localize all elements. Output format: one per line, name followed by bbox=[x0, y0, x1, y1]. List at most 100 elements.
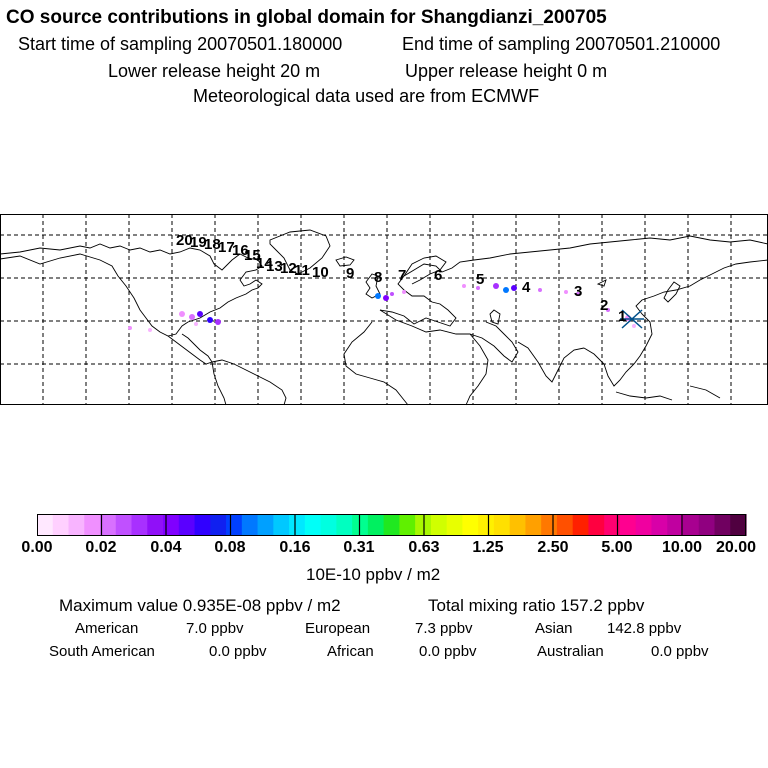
hotspot-as-3 bbox=[606, 308, 610, 312]
hotspot-na-2 bbox=[189, 314, 195, 320]
colorbar-cell bbox=[336, 514, 353, 536]
colorbar-cell bbox=[556, 514, 574, 536]
india-coast bbox=[517, 341, 585, 383]
traj-label-1: 1 bbox=[618, 308, 626, 325]
colorbar-cell bbox=[304, 514, 322, 536]
max-value-text: Maximum value 0.935E-08 ppbv / m2 bbox=[59, 596, 341, 615]
region-name-european: European bbox=[305, 620, 371, 637]
graticule bbox=[0, 214, 768, 405]
page-title: CO source contributions in global domain… bbox=[6, 7, 607, 28]
colorbar-cell bbox=[68, 514, 85, 536]
traj-label-20: 20 bbox=[176, 232, 193, 249]
hotspot-na-7 bbox=[128, 326, 132, 330]
traj-label-17: 17 bbox=[218, 239, 235, 256]
colorbar-cell bbox=[273, 514, 290, 536]
japan-coast bbox=[663, 281, 681, 303]
region-name-south-american: South American bbox=[49, 643, 155, 660]
colorbar-cell bbox=[147, 514, 164, 536]
med-coast bbox=[379, 309, 470, 335]
colorbar-cell bbox=[541, 514, 558, 536]
indonesia-coast bbox=[615, 385, 721, 401]
colorbar-cell bbox=[163, 514, 180, 536]
traj-label-14: 14 bbox=[256, 255, 273, 272]
colorbar-cell bbox=[131, 514, 148, 536]
traj-label-16: 16 bbox=[232, 242, 249, 259]
receptor-marker bbox=[620, 309, 644, 329]
colorbar-tick-11: 20.00 bbox=[715, 539, 757, 556]
trajectory-labels: 1 2 3 4 5 6 7 8 9 10 11 12 13 14 15 16 1… bbox=[176, 232, 626, 325]
start-time-text: Start time of sampling 20070501.180000 bbox=[18, 34, 343, 54]
colorbar-cell bbox=[478, 514, 495, 536]
traj-label-2: 2 bbox=[600, 297, 608, 314]
colorbar-cell bbox=[194, 514, 211, 536]
traj-label-19: 19 bbox=[190, 234, 207, 251]
colorbar-frame bbox=[37, 514, 746, 536]
colorbar-tick-5: 0.31 bbox=[343, 539, 375, 556]
hotspot-na-3 bbox=[197, 311, 203, 317]
hotspot-eu-3 bbox=[390, 292, 394, 296]
colorbar-cell bbox=[651, 514, 668, 536]
colorbar-cell bbox=[714, 514, 731, 536]
colorbar-cell bbox=[730, 514, 747, 536]
colorbar-cell bbox=[493, 514, 511, 536]
colorbar-tick-9: 5.00 bbox=[601, 539, 633, 556]
colorbar-cells bbox=[37, 514, 747, 536]
region-name-african: African bbox=[327, 643, 374, 660]
colorbar-cell bbox=[525, 514, 542, 536]
colorbar-cell bbox=[84, 514, 101, 536]
world-map: 1 2 3 4 5 6 7 8 9 10 11 12 13 14 15 16 1… bbox=[0, 214, 768, 406]
lower-height-text: Lower release height 20 m bbox=[108, 61, 321, 81]
map-frame bbox=[0, 214, 768, 405]
traj-label-13: 13 bbox=[266, 258, 283, 275]
region-name-asian: Asian bbox=[535, 620, 573, 637]
caspian-coast bbox=[489, 309, 501, 325]
colorbar-tick-0: 0.00 bbox=[21, 539, 53, 556]
colorbar-cell bbox=[115, 514, 133, 536]
hotspot-ru-3 bbox=[493, 283, 499, 289]
colorbar-cell bbox=[604, 514, 621, 536]
colorbar-cell bbox=[698, 514, 716, 536]
region-name-australian: Australian bbox=[537, 643, 604, 660]
hotspot-ru-6 bbox=[538, 288, 542, 292]
colorbar-units: 10E-10 ppbv / m2 bbox=[306, 565, 441, 584]
north-america-coast bbox=[0, 243, 263, 337]
traj-label-10: 10 bbox=[312, 264, 329, 281]
traj-label-9: 9 bbox=[346, 265, 354, 282]
colorbar-cell bbox=[588, 514, 605, 536]
hotspot-na-5 bbox=[215, 319, 221, 325]
hotspot-ru-5 bbox=[511, 285, 517, 291]
met-data-text: Meteorological data used are from ECMWF bbox=[193, 86, 540, 106]
colorbar-cell bbox=[289, 514, 306, 536]
hotspot-as-1 bbox=[564, 290, 568, 294]
colorbar-dividers bbox=[100, 514, 683, 536]
europe-coast bbox=[379, 235, 768, 327]
total-ratio-text: Total mixing ratio 157.2 ppbv bbox=[428, 596, 645, 615]
traj-label-11: 11 bbox=[294, 262, 310, 279]
end-time-text: End time of sampling 20070501.210000 bbox=[402, 34, 721, 54]
traj-label-6: 6 bbox=[434, 267, 442, 284]
traj-label-18: 18 bbox=[204, 236, 221, 253]
colorbar-tick-4: 0.16 bbox=[279, 539, 311, 556]
traj-label-7: 7 bbox=[398, 267, 406, 284]
traj-label-4: 4 bbox=[522, 279, 531, 296]
colorbar-cell bbox=[320, 514, 337, 536]
colorbar-tick-6: 0.63 bbox=[408, 539, 440, 556]
hotspot-ru-2 bbox=[476, 286, 480, 290]
hotspot-na-4 bbox=[207, 317, 213, 323]
colorbar-cell bbox=[446, 514, 463, 536]
hotspot-ru-1 bbox=[462, 284, 466, 288]
colorbar-tick-2: 0.04 bbox=[150, 539, 182, 556]
scandinavia-coast bbox=[403, 255, 447, 285]
colorbar-cell bbox=[52, 514, 70, 536]
region-value-australian: 0.0 ppbv bbox=[651, 643, 709, 660]
upper-height-text: Upper release height 0 m bbox=[405, 61, 608, 81]
colorbar-cell bbox=[100, 514, 117, 536]
colorbar-tick-7: 1.25 bbox=[472, 539, 504, 556]
hotspot-na-8 bbox=[148, 328, 152, 332]
region-value-african: 0.0 ppbv bbox=[419, 643, 477, 660]
baikal-coast bbox=[596, 279, 607, 287]
coastlines bbox=[0, 229, 768, 406]
south-america-coast bbox=[211, 359, 287, 406]
colorbar-cell bbox=[415, 514, 432, 536]
colorbar-cell bbox=[352, 514, 369, 536]
